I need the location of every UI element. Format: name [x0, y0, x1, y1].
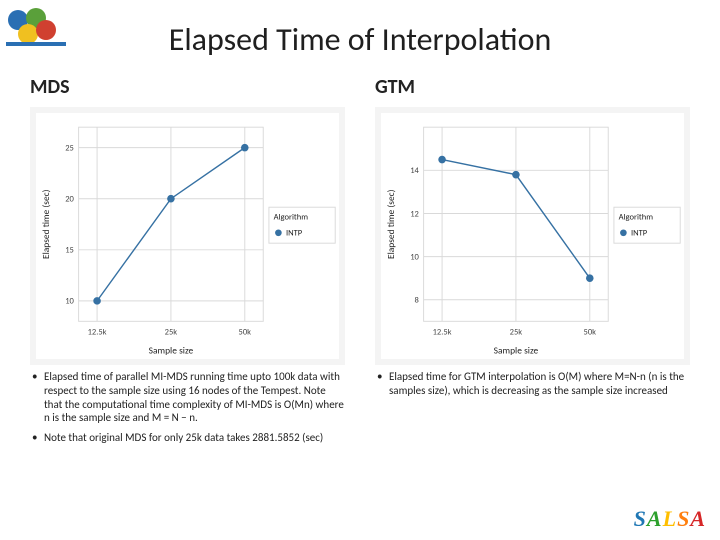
svg-text:Algorithm: Algorithm	[274, 213, 309, 223]
svg-text:Sample size: Sample size	[494, 345, 539, 357]
gtm-chart: 8 10 12 14 12.5k 25k 50k Sample size Elapsed tim…	[381, 113, 684, 359]
svg-text:12.5k: 12.5k	[88, 328, 107, 338]
bullet-item: Elapsed time of parallel MI-MDS running …	[44, 370, 345, 425]
right-bullets: Elapsed time for GTM interpolation is O(…	[375, 370, 690, 451]
svg-text:Algorithm: Algorithm	[619, 213, 654, 223]
svg-text:Sample size: Sample size	[149, 345, 194, 357]
bullet-columns: Elapsed time of parallel MI-MDS running …	[30, 370, 690, 451]
left-bullets: Elapsed time of parallel MI-MDS running …	[30, 370, 345, 451]
mds-chart-panel: 10 15 20 25 12.5k 25k 50k Sample size Elapsed ti…	[30, 107, 345, 365]
svg-text:25k: 25k	[510, 328, 523, 338]
svg-text:20: 20	[65, 195, 74, 205]
svg-text:25: 25	[65, 143, 74, 153]
svg-text:50k: 50k	[584, 328, 597, 338]
svg-text:12: 12	[410, 209, 419, 219]
page-title: Elapsed Time of Interpolation	[0, 20, 720, 59]
right-column: GTM 8 10 12 14 12.5k 25k 50k Sample size Elapsed…	[375, 75, 690, 365]
salsa-logo: SALSA	[634, 506, 706, 532]
svg-text:12.5k: 12.5k	[433, 328, 452, 338]
svg-text:Elapsed time (sec): Elapsed time (sec)	[40, 189, 52, 259]
bullet-item: Elapsed time for GTM interpolation is O(…	[389, 370, 690, 398]
svg-text:Elapsed time (sec): Elapsed time (sec)	[385, 189, 397, 259]
chart-columns: MDS 10 15 20 25 12.5k 25k 50k Sample size Elapse…	[30, 75, 690, 365]
svg-text:10: 10	[65, 297, 74, 307]
left-heading: MDS	[30, 75, 345, 99]
svg-text:14: 14	[410, 166, 419, 176]
svg-text:8: 8	[415, 296, 419, 306]
mds-chart: 10 15 20 25 12.5k 25k 50k Sample size Elapsed ti…	[36, 113, 339, 359]
svg-text:50k: 50k	[239, 328, 252, 338]
right-heading: GTM	[375, 75, 690, 99]
svg-text:10: 10	[410, 252, 419, 262]
gtm-chart-panel: 8 10 12 14 12.5k 25k 50k Sample size Elapsed tim…	[375, 107, 690, 365]
left-column: MDS 10 15 20 25 12.5k 25k 50k Sample size Elapse…	[30, 75, 345, 365]
svg-text:15: 15	[65, 246, 74, 256]
svg-text:25k: 25k	[165, 328, 178, 338]
bullet-item: Note that original MDS for only 25k data…	[44, 431, 345, 445]
svg-text:INTP: INTP	[286, 229, 303, 239]
svg-text:INTP: INTP	[631, 229, 648, 239]
